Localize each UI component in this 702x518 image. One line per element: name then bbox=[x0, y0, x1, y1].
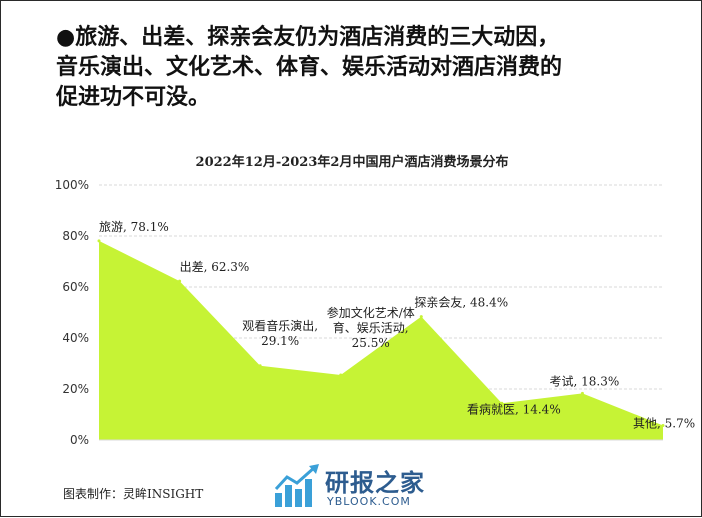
watermark: 研报之家 YBLOOK.COM bbox=[273, 463, 473, 513]
watermark-name: 研报之家 bbox=[325, 469, 425, 497]
data-label-line: 参加文化艺术/体 bbox=[327, 305, 415, 320]
data-label-3: 参加文化艺术/体育、娱乐活动, 25.5% bbox=[327, 305, 415, 350]
data-label-0: 旅游, 78.1% bbox=[99, 220, 169, 234]
data-point-1 bbox=[178, 279, 182, 283]
y-tick-label: 100% bbox=[55, 178, 89, 192]
y-tick-label: 40% bbox=[62, 331, 89, 345]
chart-credit: 图表制作：灵眸INSIGHT bbox=[63, 487, 204, 501]
watermark-url: YBLOOK.COM bbox=[327, 495, 411, 508]
data-label-line: 旅游, 78.1% bbox=[99, 220, 169, 234]
data-point-2 bbox=[258, 364, 262, 368]
y-tick-label: 60% bbox=[62, 280, 89, 294]
y-tick-label: 20% bbox=[62, 382, 89, 396]
data-label-4: 探亲会友, 48.4% bbox=[414, 296, 508, 310]
data-point-3 bbox=[339, 373, 343, 377]
data-label-6: 考试, 18.3% bbox=[550, 373, 620, 388]
data-point-5 bbox=[500, 401, 504, 405]
data-label-line: 观看音乐演出, bbox=[242, 318, 318, 333]
y-tick-label: 80% bbox=[62, 229, 89, 243]
headline-line-1: ●旅游、出差、探亲会友仍为酒店消费的三大动因， bbox=[56, 25, 560, 50]
watermark-logo-icon bbox=[274, 464, 319, 507]
area-series bbox=[99, 240, 663, 440]
data-label-line: 看病就医, 14.4% bbox=[467, 401, 561, 416]
data-label-line: 29.1% bbox=[261, 334, 299, 348]
chart-title: 2022年12月-2023年2月中国用户酒店消费场景分布 bbox=[195, 155, 509, 170]
data-label-line: 考试, 18.3% bbox=[550, 373, 620, 388]
data-point-7 bbox=[661, 423, 665, 427]
data-label-7: 其他, 5.7% bbox=[633, 416, 695, 430]
data-point-4 bbox=[419, 315, 423, 319]
headline-line-2: 音乐演出、文化艺术、体育、娱乐活动对酒店消费的 bbox=[56, 55, 563, 80]
data-label-5: 看病就医, 14.4% bbox=[467, 401, 561, 416]
data-label-line: 出差, 62.3% bbox=[180, 260, 250, 274]
data-label-line: 育、娱乐活动, bbox=[333, 320, 409, 335]
headline: ●旅游、出差、探亲会友仍为酒店消费的三大动因， 音乐演出、文化艺术、体育、娱乐活… bbox=[56, 23, 686, 113]
data-label-line: 其他, 5.7% bbox=[633, 416, 695, 430]
data-label-line: 25.5% bbox=[352, 336, 390, 350]
y-tick-label: 0% bbox=[70, 433, 89, 447]
data-point-0 bbox=[97, 239, 101, 243]
data-label-2: 观看音乐演出, 29.1% bbox=[242, 318, 318, 348]
data-label-line: 探亲会友, 48.4% bbox=[414, 296, 508, 310]
headline-line-3: 促进功不可没。 bbox=[56, 85, 211, 110]
data-label-1: 出差, 62.3% bbox=[180, 260, 250, 274]
data-point-6 bbox=[580, 391, 584, 395]
